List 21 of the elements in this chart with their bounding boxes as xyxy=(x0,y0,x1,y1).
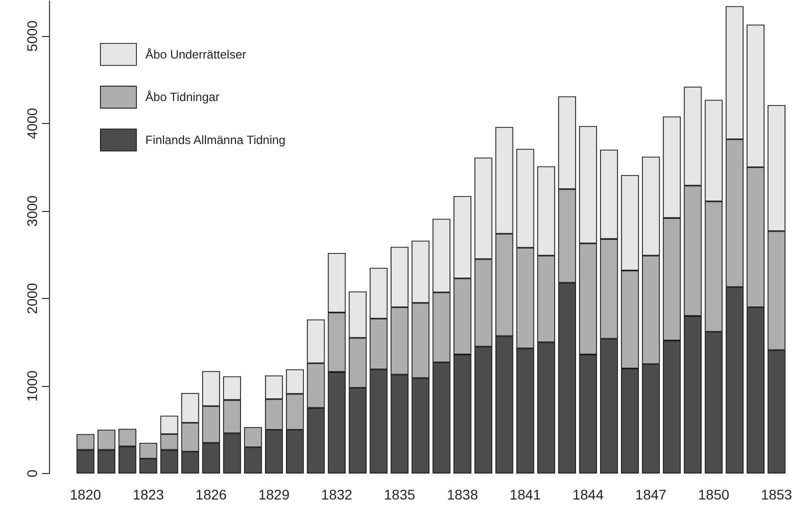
y-tick-label: 3000 xyxy=(24,195,40,227)
y-tick-label: 0 xyxy=(24,469,40,478)
legend-label: Åbo Tidningar xyxy=(145,90,220,104)
x-tick-label: 1835 xyxy=(384,486,416,502)
y-tick-label: 5000 xyxy=(24,20,40,52)
x-tick-label: 1820 xyxy=(70,486,102,502)
x-tick-label: 1832 xyxy=(321,486,353,502)
x-tick-label: 1826 xyxy=(196,486,227,502)
x-tick-label: 1841 xyxy=(510,486,542,502)
legend-label: Åbo Underrättelser xyxy=(145,47,246,62)
y-tick-label: 1000 xyxy=(24,370,40,402)
y-tick-label: 2000 xyxy=(24,282,40,314)
x-tick-label: 1829 xyxy=(258,486,290,502)
x-tick-label: 1850 xyxy=(698,486,730,502)
legend-label: Finlands Allmänna Tidning xyxy=(145,133,286,147)
x-tick-label: 1847 xyxy=(635,486,667,502)
x-tick-label: 1823 xyxy=(132,486,164,502)
y-tick-label: 4000 xyxy=(24,108,40,140)
x-tick-label: 1838 xyxy=(446,486,478,502)
x-tick-label: 1844 xyxy=(572,486,604,502)
x-tick-label: 1853 xyxy=(760,486,792,502)
